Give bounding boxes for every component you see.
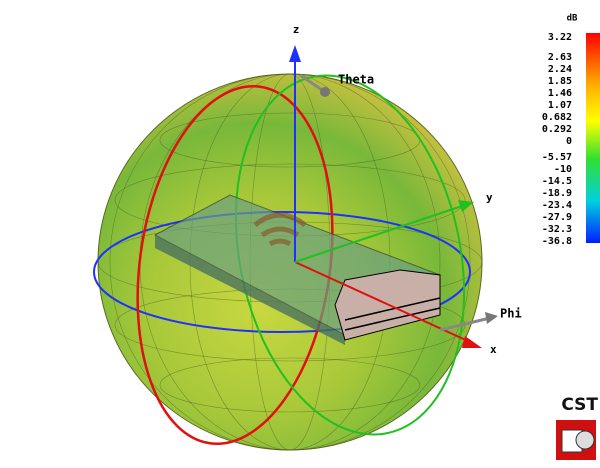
colorbar-label: -5.57 (542, 152, 572, 163)
phi-circle (93, 211, 471, 333)
colorbar-label: 2.63 (548, 52, 572, 63)
logo-icon (556, 420, 596, 460)
colorbar-unit: dB (567, 14, 578, 24)
x-axis-label: x (490, 343, 497, 356)
colorbar (586, 33, 600, 243)
colorbar-label: 2.24 (548, 64, 572, 75)
colorbar-label: -18.9 (542, 188, 572, 199)
colorbar-label: -14.5 (542, 176, 572, 187)
colorbar-label: 0 (566, 136, 572, 147)
colorbar-label: -32.3 (542, 224, 572, 235)
colorbar-label: 0.682 (542, 112, 572, 123)
coordinate-axes (289, 45, 498, 348)
antenna-model (153, 194, 442, 345)
y-axis-label: y (486, 191, 493, 204)
theta-label: Theta (338, 73, 374, 87)
phi-label: Phi (500, 307, 522, 321)
colorbar-label: -23.4 (542, 200, 572, 211)
colorbar-label: -27.9 (542, 212, 572, 223)
z-axis-label: z (293, 23, 300, 36)
colorbar-label: -36.8 (542, 236, 572, 247)
colorbar-label: 1.46 (548, 88, 572, 99)
colorbar-label: 0.292 (542, 124, 572, 135)
colorbar-label: 3.22 (548, 32, 572, 43)
colorbar-label: 1.07 (548, 100, 572, 111)
logo-text: CST (561, 395, 598, 415)
colorbar-label: 1.85 (548, 76, 572, 87)
colorbar-label: -10 (554, 164, 572, 175)
